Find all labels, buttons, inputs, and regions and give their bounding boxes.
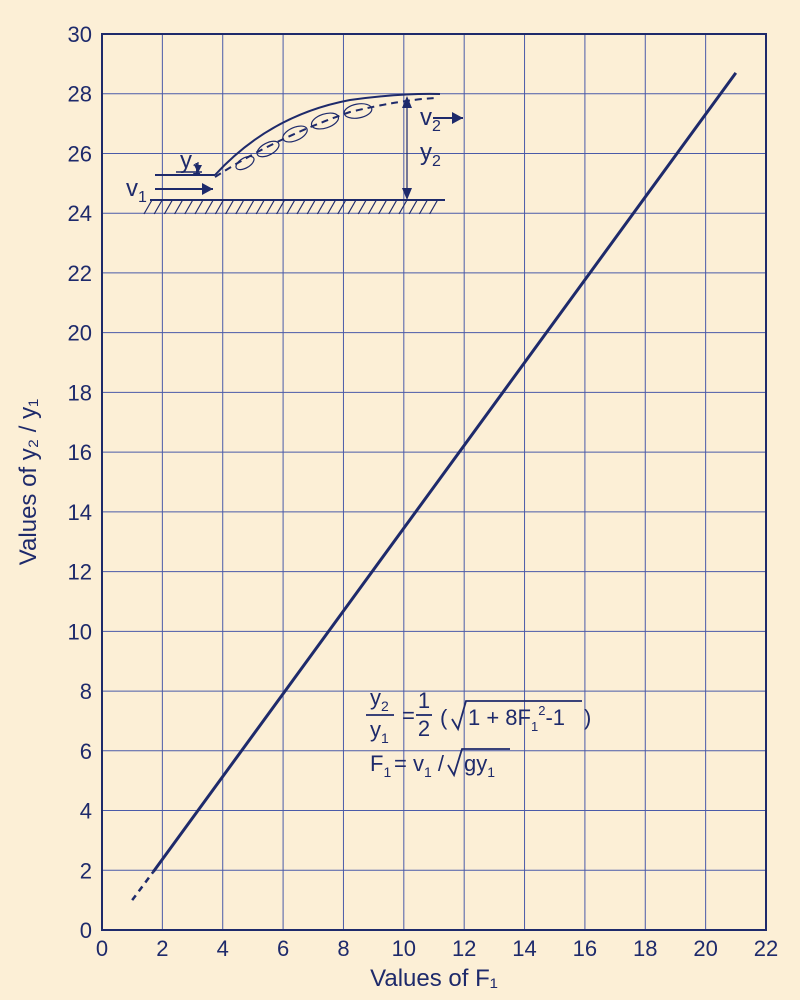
x-tick-16: 16 [573,936,597,961]
x-tick-10: 10 [392,936,416,961]
x-tick-8: 8 [337,936,349,961]
x-tick-12: 12 [452,936,476,961]
y-axis-label: Values of y₂ / y₁ [15,399,42,565]
x-tick-20: 20 [693,936,717,961]
x-tick-18: 18 [633,936,657,961]
y-tick-28: 28 [68,82,92,107]
x-tick-0: 0 [96,936,108,961]
y-tick-26: 26 [68,141,92,166]
y-tick-labels: 024681012141618202224262830 [68,22,92,943]
eq-sqrt-body: 1 + 8F12-1 [468,703,565,734]
eq-half-num: 1 [418,688,430,713]
x-tick-4: 4 [217,936,229,961]
x-tick-labels: 0 2 4 6 8 10 12 14 16 18 20 22 [96,936,778,961]
eq-equals-1: = [402,703,415,728]
y-tick-4: 4 [80,799,92,824]
y-tick-24: 24 [68,201,92,226]
x-tick-22: 22 [754,936,778,961]
y-tick-18: 18 [68,380,92,405]
y-tick-20: 20 [68,321,92,346]
y-tick-2: 2 [80,858,92,883]
y-tick-0: 0 [80,918,92,943]
y-tick-16: 16 [68,440,92,465]
eq-line2-eqv: = v1 / [394,751,445,780]
x-axis-label: Values of F₁ [370,965,498,992]
eq-half-den: 2 [418,716,430,741]
eq-open-paren: ( [440,705,448,730]
y-tick-6: 6 [80,739,92,764]
y-tick-14: 14 [68,500,92,525]
y-tick-10: 10 [68,619,92,644]
y-tick-22: 22 [68,261,92,286]
eq-close-paren: ) [584,705,591,730]
x-tick-14: 14 [512,936,536,961]
y-tick-8: 8 [80,679,92,704]
hydraulic-jump-chart: y1 v1 v2 y2 y2 y1 = 1 2 ( 1 + 8F12-1 ) F… [0,0,800,1000]
x-tick-6: 6 [277,936,289,961]
x-tick-2: 2 [156,936,168,961]
y-tick-12: 12 [68,560,92,585]
y-tick-30: 30 [68,22,92,47]
